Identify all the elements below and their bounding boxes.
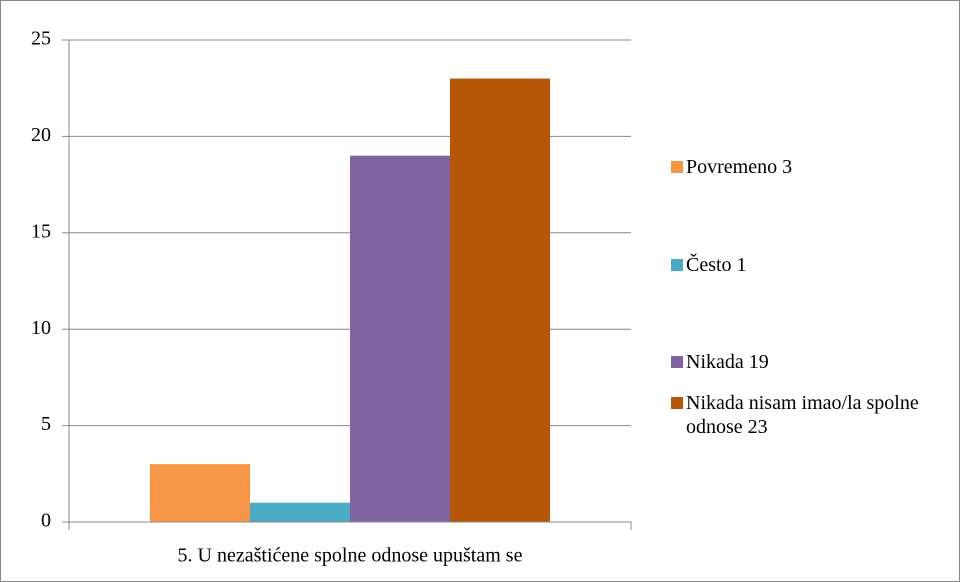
bar bbox=[250, 502, 350, 522]
bar bbox=[450, 78, 550, 522]
legend-label: Često 1 bbox=[686, 254, 747, 276]
legend-swatch bbox=[671, 356, 683, 368]
y-tick-label: 0 bbox=[41, 510, 51, 532]
y-tick-label: 15 bbox=[31, 220, 51, 242]
legend-item: Nikada 19 bbox=[671, 350, 951, 374]
legend-item: Često 1 bbox=[671, 253, 951, 277]
bar bbox=[350, 155, 450, 522]
y-tick-label: 10 bbox=[31, 317, 51, 339]
y-tick-label: 5 bbox=[41, 413, 51, 435]
legend-item: Nikada nisam imao/la spolne odnose 23 bbox=[671, 391, 951, 439]
bar bbox=[150, 464, 250, 522]
legend-swatch bbox=[671, 161, 683, 173]
y-tick-label: 20 bbox=[31, 124, 51, 146]
legend-label: Nikada 19 bbox=[686, 351, 769, 373]
legend-item: Povremeno 3 bbox=[671, 155, 951, 179]
legend-label: Nikada nisam imao/la spolne odnose 23 bbox=[686, 392, 919, 438]
legend-label: Povremeno 3 bbox=[686, 156, 793, 178]
legend-swatch bbox=[671, 259, 683, 271]
legend-swatch bbox=[671, 397, 683, 409]
x-tick-label: 5. U nezaštićene spolne odnose upuštam s… bbox=[178, 545, 523, 567]
y-tick-label: 25 bbox=[31, 28, 51, 50]
